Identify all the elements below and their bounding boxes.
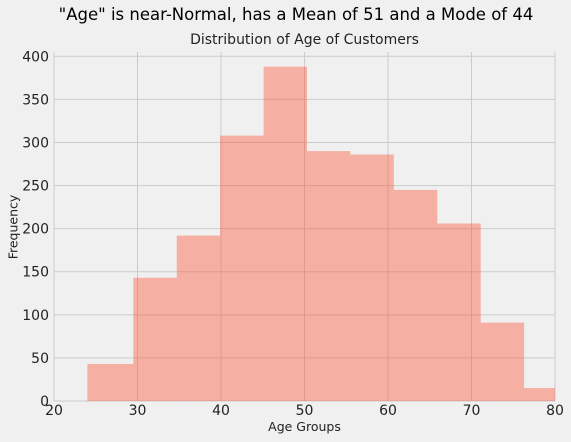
y-tick-label: 0 — [40, 394, 49, 410]
x-tick-label: 40 — [212, 403, 230, 419]
histogram-bar — [393, 189, 438, 401]
x-tick-label: 80 — [546, 403, 564, 419]
histogram-bar — [350, 154, 394, 401]
histogram-bar — [176, 235, 221, 401]
histogram-bars — [87, 66, 555, 402]
x-axis-ticks: 20 30 40 50 60 70 80 — [45, 403, 564, 419]
histogram-bar — [307, 151, 351, 401]
y-tick-label: 400 — [22, 49, 49, 65]
y-tick-label: 350 — [22, 92, 49, 108]
histogram-bar — [220, 135, 264, 402]
histogram-bar — [87, 363, 134, 401]
histogram-bar — [524, 388, 555, 401]
histogram-bar — [437, 223, 481, 401]
x-tick-label: 30 — [129, 403, 147, 419]
y-tick-label: 200 — [22, 222, 49, 238]
y-tick-label: 50 — [31, 351, 49, 367]
y-axis-ticks: 0 50 100 150 200 250 300 350 400 — [22, 49, 49, 410]
y-tick-label: 300 — [22, 135, 49, 151]
x-axis-label: Age Groups — [268, 419, 341, 434]
plot-area: 0 50 100 150 200 250 300 350 400 20 30 40 50 60 70 80 — [22, 49, 564, 419]
x-tick-label: 60 — [379, 403, 397, 419]
histogram-bar — [263, 66, 308, 401]
x-tick-label: 20 — [45, 403, 63, 419]
chart-title: Distribution of Age of Customers — [190, 32, 419, 48]
x-tick-label: 50 — [296, 403, 314, 419]
histogram-bar — [480, 322, 525, 401]
grid — [53, 52, 556, 402]
figure-suptitle: "Age" is near-Normal, has a Mean of 51 a… — [59, 5, 534, 24]
y-tick-label: 100 — [22, 308, 49, 324]
y-tick-label: 250 — [22, 179, 49, 195]
y-axis-label: Frequency — [6, 194, 21, 259]
y-tick-label: 150 — [22, 265, 49, 281]
x-tick-label: 70 — [463, 403, 481, 419]
histogram-bar — [133, 277, 177, 401]
